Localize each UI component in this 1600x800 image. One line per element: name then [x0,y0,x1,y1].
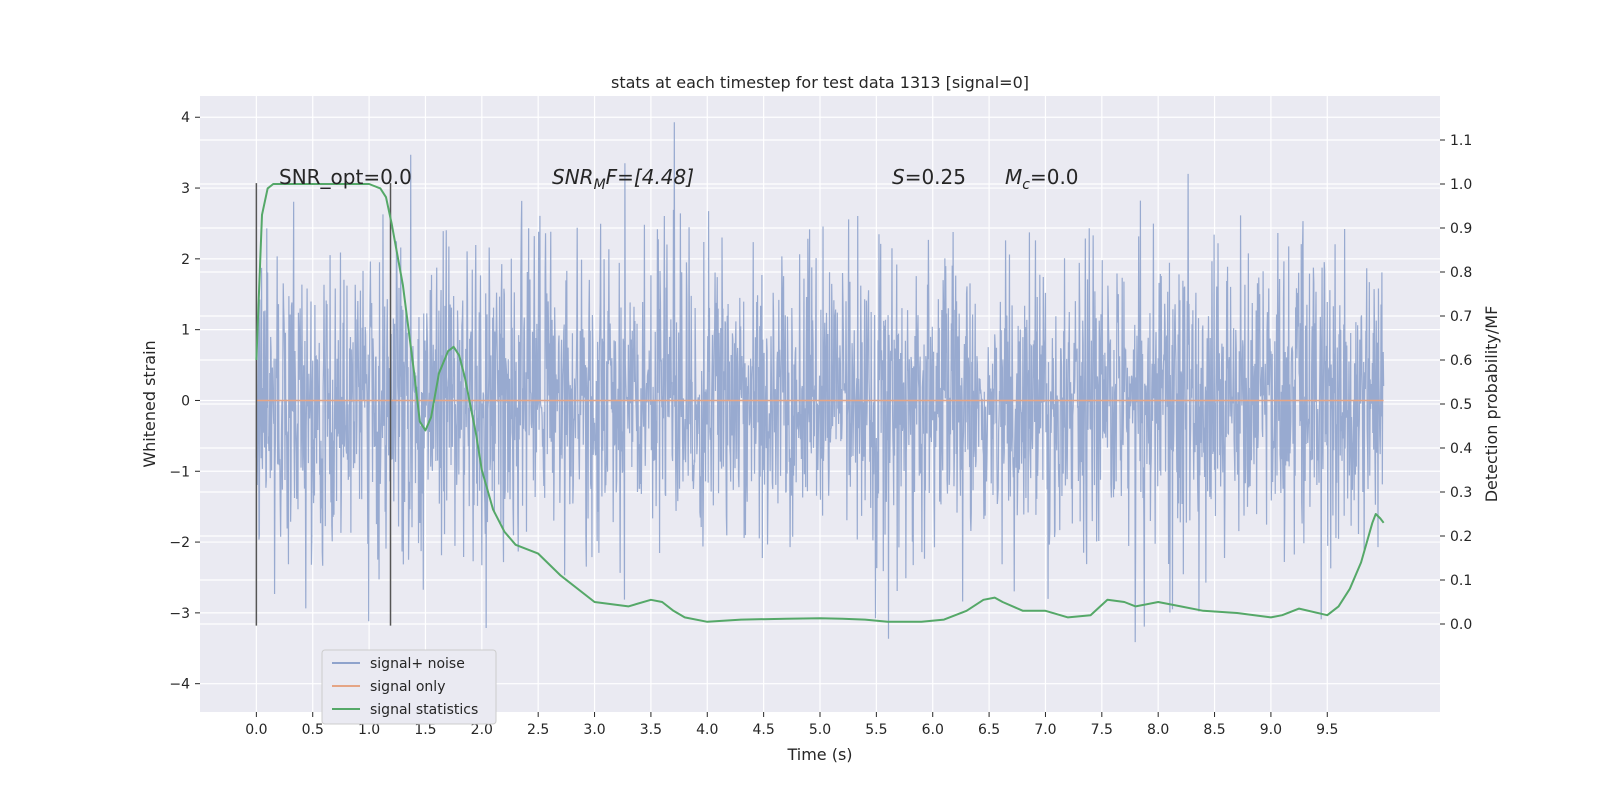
x-tick-label: 3.0 [583,722,605,738]
y2-axis-label: Detection probability/MF [1482,306,1501,503]
legend-label-stats: signal statistics [370,702,478,718]
annotation-snr-mf-sub: M [594,177,606,193]
vertical-markers [255,183,392,626]
x-tick-label: 1.5 [414,722,436,738]
legend-label-noise: signal+ noise [370,656,465,672]
x-tick-label: 5.0 [809,722,831,738]
x-tick-label: 0.5 [302,722,324,738]
annotation-mc: Mc=0.0 [1005,165,1079,193]
annotation-snr-mf: SNRMF=[4.48] [552,165,694,193]
y2-tick-label: 0.8 [1450,265,1472,281]
y-tick-label: −1 [169,464,190,480]
x-tick-label: 8.0 [1147,722,1169,738]
annotation-snr-mf-rest: F=[4.48] [606,165,694,189]
x-tick-label: 4.5 [753,722,775,738]
annotation-s: S=0.25 [892,165,966,189]
x-tick-label: 7.0 [1034,722,1056,738]
annotation-mc-sub: c [1022,177,1030,193]
y-tick-label: −4 [169,677,190,693]
y2-tick-label: 0.6 [1450,353,1472,369]
x-tick-label: 5.5 [865,722,887,738]
y2-tick-label: 0.4 [1450,441,1472,457]
signal-statistics-line [255,183,1385,623]
x-tick-label: 2.5 [527,722,549,738]
annotation-mc-val: =0.0 [1030,165,1079,189]
x-tick-label: 0.0 [245,722,267,738]
x-tick-label: 2.0 [471,722,493,738]
y-tick-label: 3 [181,181,190,197]
y-tick-label: −3 [169,606,190,622]
signal-noise-series [255,122,1385,643]
y-tick-label: 0 [181,393,190,409]
annotation-s-val: =0.25 [905,165,966,189]
annotation-snr-opt: SNR_opt=0.0 [279,165,412,189]
x-tick-label: 6.5 [978,722,1000,738]
x-tick-label: 8.5 [1203,722,1225,738]
y-tick-label: 1 [181,323,190,339]
y2-tick-label: 0.2 [1450,529,1472,545]
legend: signal+ noise signal only signal statist… [321,649,497,725]
chart-title: stats at each timestep for test data 131… [611,73,1029,92]
y-tick-label: 2 [181,252,190,268]
annotation-mc-var: M [1005,165,1022,189]
x-tick-label: 9.5 [1316,722,1338,738]
y2-tick-label: 0.7 [1450,309,1472,325]
y2-tick-label: 0.0 [1450,617,1472,633]
ticks: 0.0 0.5 1.0 1.5 2.0 2.5 3.0 3.5 4.0 4.5 5.0 5.5 6.0 6… [169,110,1472,738]
y2-tick-label: 0.9 [1450,221,1472,237]
annotation-s-var: S [892,165,905,189]
annotations: SNR_opt=0.0 SNRMF=[4.48] S=0.25 Mc=0.0 [279,165,1079,193]
legend-label-signal: signal only [370,679,445,695]
y-tick-label: 4 [181,110,190,126]
signal-statistics-series [255,183,1385,623]
y-tick-label: −2 [169,535,190,551]
y2-tick-label: 0.5 [1450,397,1472,413]
x-axis-label: Time (s) [786,745,852,764]
x-tick-label: 4.0 [696,722,718,738]
x-tick-label: 3.5 [640,722,662,738]
y-axis-label: Whitened strain [140,340,159,467]
x-tick-label: 7.5 [1091,722,1113,738]
x-tick-label: 9.0 [1260,722,1282,738]
y2-tick-label: 1.1 [1450,133,1472,149]
x-tick-label: 1.0 [358,722,380,738]
y2-tick-label: 0.1 [1450,573,1472,589]
signal-noise-line [255,122,1385,643]
y2-tick-label: 1.0 [1450,177,1472,193]
annotation-snr-mf-main: SNR [552,165,594,189]
y2-tick-label: 0.3 [1450,485,1472,501]
legend-box [321,649,497,725]
x-tick-label: 6.0 [922,722,944,738]
